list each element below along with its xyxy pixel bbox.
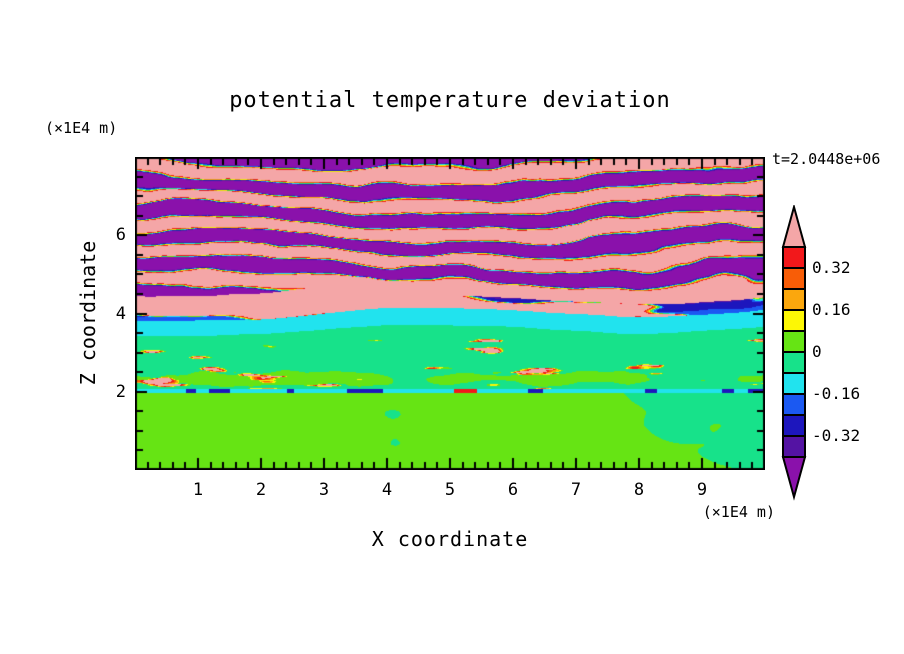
colorbar-tick-label: 0 xyxy=(812,342,822,361)
colorbar-tick-label: 0.16 xyxy=(812,300,851,319)
colorbar-lower-arrow xyxy=(781,456,807,501)
colorbar-upper-arrow xyxy=(781,205,807,248)
colorbar-box xyxy=(782,351,806,374)
colorbar-box xyxy=(782,372,806,395)
y-axis-unit-label: (×1E4 m) xyxy=(45,119,118,137)
colorbar-box xyxy=(782,435,806,458)
chart-title: potential temperature deviation xyxy=(229,88,671,113)
x-tick-label: 2 xyxy=(255,480,267,500)
y-tick-label: 2 xyxy=(115,381,126,402)
x-tick-label: 4 xyxy=(381,480,393,500)
x-tick-label: 5 xyxy=(444,480,456,500)
colorbar-box xyxy=(782,309,806,332)
colorbar-tick-label: 0.32 xyxy=(812,258,851,277)
x-tick-label: 3 xyxy=(318,480,330,500)
colorbar-box xyxy=(782,330,806,353)
contour-plot-canvas xyxy=(135,157,765,470)
colorbar-box xyxy=(782,246,806,269)
colorbar-tick-label: -0.32 xyxy=(812,426,861,445)
colorbar-box xyxy=(782,267,806,290)
colorbar-tick-label: -0.16 xyxy=(812,384,861,403)
colorbar-box xyxy=(782,414,806,437)
colorbar xyxy=(781,205,807,501)
y-tick-label: 4 xyxy=(115,303,126,324)
x-tick-label: 8 xyxy=(633,480,645,500)
time-annotation: t=2.0448e+06 xyxy=(772,150,881,168)
x-tick-label: 1 xyxy=(192,480,204,500)
y-tick-label: 6 xyxy=(115,225,126,246)
x-axis-unit-label: (×1E4 m) xyxy=(702,503,775,521)
x-tick-label: 9 xyxy=(696,480,708,500)
x-tick-label: 6 xyxy=(507,480,519,500)
x-tick-label: 7 xyxy=(570,480,582,500)
colorbar-box xyxy=(782,288,806,311)
colorbar-box xyxy=(782,393,806,416)
x-axis-title: X coordinate xyxy=(371,527,529,551)
